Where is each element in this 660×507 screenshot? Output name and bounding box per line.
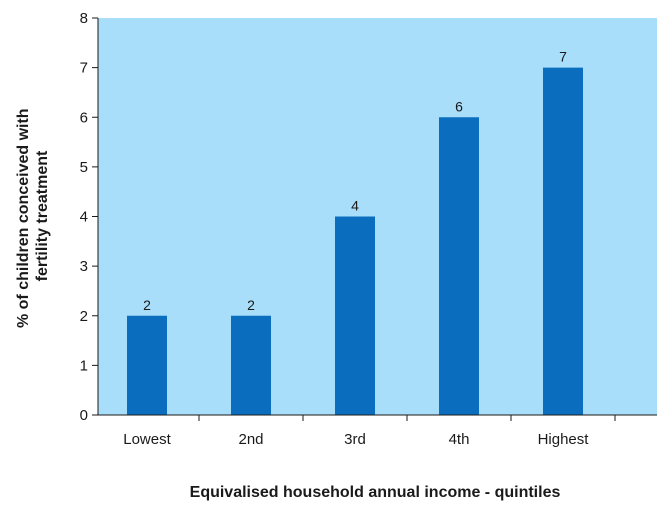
- data-label-3rd: 4: [351, 198, 359, 214]
- bar-2nd: [231, 315, 271, 415]
- bar-4th: [439, 117, 479, 415]
- data-label-lowest: 2: [143, 297, 151, 313]
- x-tick-label-highest: Highest: [538, 431, 590, 448]
- data-label-2nd: 2: [247, 297, 255, 313]
- y-axis-title-line-1: % of children conceived with: [15, 108, 32, 328]
- x-axis-title: Equivalised household annual income - qu…: [190, 484, 561, 501]
- bar-highest: [543, 67, 583, 415]
- y-tick-label-5: 5: [80, 159, 88, 176]
- x-tick-label-lowest: Lowest: [123, 431, 171, 448]
- y-tick-label-1: 1: [80, 357, 88, 374]
- y-tick-label-8: 8: [80, 10, 88, 27]
- bar-lowest: [127, 315, 167, 415]
- data-label-4th: 6: [455, 98, 463, 114]
- y-axis-title: % of children conceived with fertility t…: [15, 104, 51, 328]
- y-tick-label-6: 6: [80, 109, 88, 126]
- y-tick-label-3: 3: [80, 258, 88, 275]
- bars: [127, 67, 583, 415]
- y-tick-label-2: 2: [80, 308, 88, 325]
- bar-3rd: [335, 216, 375, 415]
- x-tick-label-3rd: 3rd: [344, 431, 366, 448]
- labels: 2 Lowest 2 2nd 4 3rd 6 4th 7 Highest 0 1 2 3 4 5 6 7 8: [80, 10, 590, 448]
- data-label-highest: 7: [559, 49, 567, 65]
- y-axis-title-line-2: fertility treatment: [34, 150, 51, 281]
- y-tick-label-0: 0: [80, 407, 88, 424]
- axes: [92, 17, 657, 421]
- x-tick-label-2nd: 2nd: [238, 431, 263, 448]
- x-tick-label-4th: 4th: [449, 431, 470, 448]
- y-tick-label-4: 4: [80, 209, 88, 226]
- y-tick-label-7: 7: [80, 60, 88, 77]
